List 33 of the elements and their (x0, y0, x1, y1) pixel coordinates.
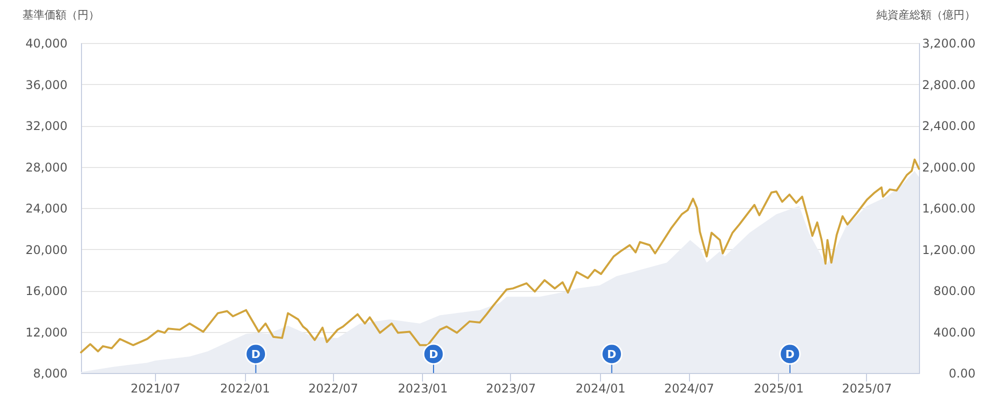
y2-tick-label: 3,200.00 (922, 36, 976, 50)
x-tick-label: 2022/01 (220, 382, 270, 396)
y2-tick-label: 400.00 (934, 325, 976, 340)
x-tick-label: 2024/01 (576, 382, 626, 396)
x-tick-label: 2021/07 (130, 382, 180, 396)
annotation: D (251, 348, 260, 361)
y-tick-label: 24,000 (26, 202, 68, 216)
y-axis-title: 基準価額（円） (22, 8, 100, 22)
x-tick-label: 2023/01 (398, 382, 448, 396)
x-tick-label: 2024/07 (664, 382, 714, 396)
x-tick-label: 2023/07 (486, 382, 536, 396)
y2-tick-label: 1,600.00 (922, 202, 976, 216)
y-tick-label: 16,000 (26, 284, 68, 298)
y2-tick-label: 1,200.00 (922, 242, 976, 257)
y2-tick-label: 2,400.00 (922, 119, 976, 133)
annotation: D (428, 348, 438, 361)
x-tick-label: 2025/01 (754, 382, 804, 396)
x-tick-label: 2022/07 (308, 382, 358, 396)
y2-tick-label: 2,800.00 (922, 78, 976, 92)
y-tick-label: 36,000 (26, 78, 68, 92)
y-tick-label: 8,000 (33, 366, 68, 380)
y-tick-label: 12,000 (26, 325, 68, 340)
y2-tick-label: 800.00 (934, 284, 976, 298)
y2-tick-label: 2,000.00 (922, 160, 976, 174)
y2-axis-title: 純資産総額（億円） (876, 8, 976, 22)
annotation: D (607, 348, 616, 361)
x-tick-label: 2025/07 (842, 382, 892, 396)
y2-tick-label: 0.00 (948, 366, 976, 380)
y-tick-label: 32,000 (26, 119, 68, 133)
y-tick-label: 28,000 (26, 160, 68, 174)
annotation: D (785, 348, 795, 361)
y-tick-label: 20,000 (26, 242, 68, 257)
y-tick-label: 40,000 (26, 36, 68, 50)
